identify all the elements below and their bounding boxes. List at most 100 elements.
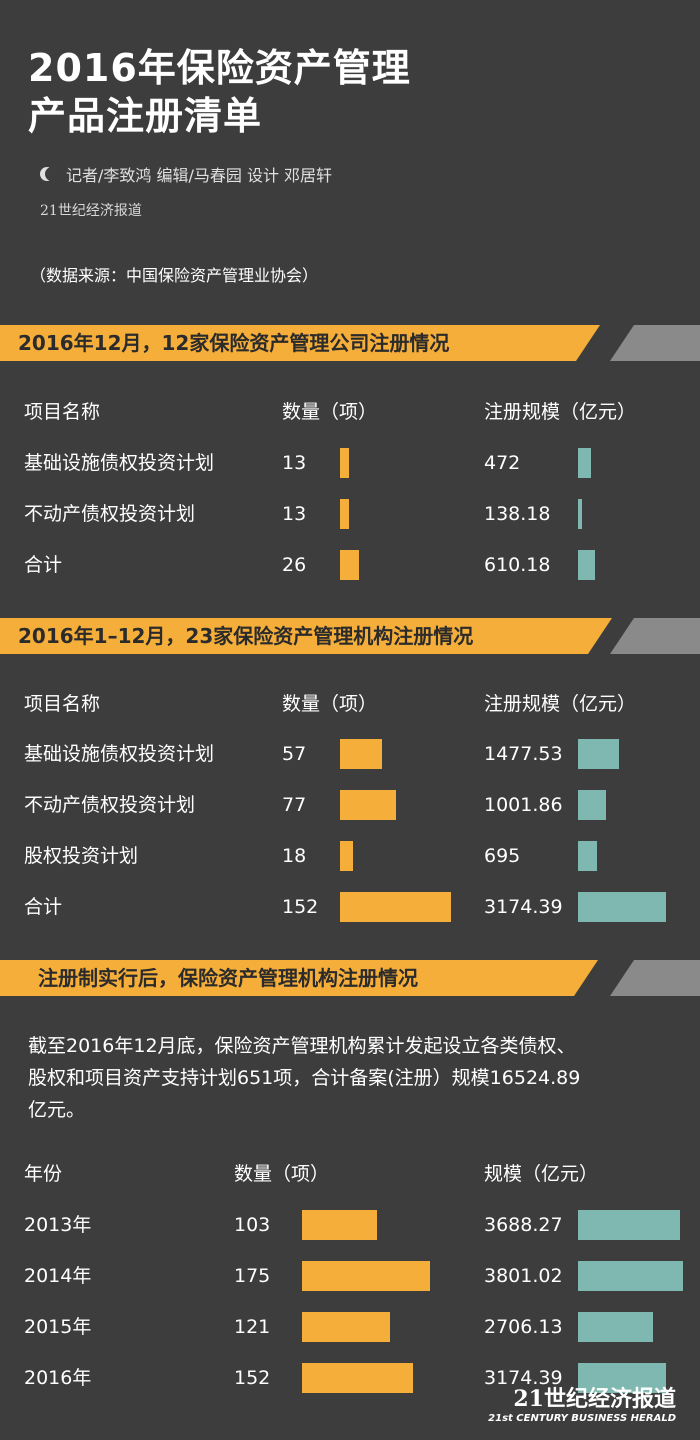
row-name: 不动产债权投资计划 [24, 503, 196, 525]
row-count: 152 [234, 1367, 271, 1389]
section2-banner: 2016年1–12月，23家保险资产管理机构注册情况 [0, 618, 700, 654]
count-bar [340, 499, 349, 529]
section1-banner-title: 2016年12月，12家保险资产管理公司注册情况 [0, 325, 600, 361]
header-name: 项目名称 [24, 693, 101, 715]
banner-gray-stripe [610, 618, 700, 654]
row-count: 77 [282, 794, 307, 816]
table-row: 2013年 103 3688.27 [0, 1205, 700, 1245]
row-count: 26 [282, 554, 307, 576]
brand-logo-en: 21st CENTURY BUSINESS HERALD [488, 1413, 676, 1424]
row-scale: 3174.39 [484, 1367, 563, 1389]
row-count: 13 [282, 452, 307, 474]
scale-bar [578, 1210, 680, 1240]
scale-bar [578, 1261, 683, 1291]
scale-bar [578, 550, 595, 580]
header-count: 数量（项） [234, 1163, 330, 1185]
header-scale: 规模（亿元） [484, 1163, 599, 1185]
half-moon-icon [40, 167, 52, 181]
section2-banner-title: 2016年1–12月，23家保险资产管理机构注册情况 [0, 618, 612, 654]
brand-small: 21世纪经济报道 [40, 203, 142, 219]
header-count: 数量（项） [282, 693, 378, 715]
row-scale: 1001.86 [484, 794, 563, 816]
row-count: 57 [282, 743, 307, 765]
credit-text: 记者/李致鸿 编辑/马春园 设计 邓居轩 [66, 166, 333, 185]
row-name: 基础设施债权投资计划 [24, 452, 215, 474]
row-scale: 472 [484, 452, 521, 474]
row-scale: 3174.39 [484, 896, 563, 918]
row-count: 103 [234, 1214, 271, 1236]
row-name: 合计 [24, 554, 63, 576]
table-row: 基础设施债权投资计划 13 472 [0, 443, 700, 483]
banner-gray-stripe [610, 325, 700, 361]
row-scale: 1477.53 [484, 743, 563, 765]
count-bar [340, 790, 396, 820]
header-scale: 注册规模（亿元） [484, 401, 637, 423]
table-row: 不动产债权投资计划 77 1001.86 [0, 785, 700, 825]
count-bar [302, 1363, 413, 1393]
row-count: 13 [282, 503, 307, 525]
row-name: 2014年 [24, 1265, 92, 1287]
page-title: 2016年保险资产管理 产品注册清单 [28, 44, 411, 140]
row-name: 股权投资计划 [24, 845, 139, 867]
section1-banner: 2016年12月，12家保险资产管理公司注册情况 [0, 325, 700, 361]
header-scale: 注册规模（亿元） [484, 693, 637, 715]
row-scale: 610.18 [484, 554, 551, 576]
count-bar [340, 739, 382, 769]
count-bar [302, 1261, 430, 1291]
scale-bar [578, 790, 606, 820]
summary-paragraph: 截至2016年12月底，保险资产管理机构累计发起设立各类债权、 股权和项目资产支… [28, 1030, 688, 1126]
count-bar [340, 550, 359, 580]
data-source: （数据来源：中国保险资产管理业协会） [30, 266, 319, 285]
title-line-1: 2016年保险资产管理 [28, 46, 411, 90]
section3-banner: 注册制实行后，保险资产管理机构注册情况 [0, 960, 700, 996]
count-bar [340, 841, 353, 871]
title-line-2: 产品注册清单 [28, 94, 263, 138]
table-row: 股权投资计划 18 695 [0, 836, 700, 876]
table-row: 不动产债权投资计划 13 138.18 [0, 494, 700, 534]
row-scale: 695 [484, 845, 521, 867]
row-count: 175 [234, 1265, 271, 1287]
section3-banner-title: 注册制实行后，保险资产管理机构注册情况 [0, 960, 598, 996]
scale-bar [578, 841, 597, 871]
paragraph-line-1: 截至2016年12月底，保险资产管理机构累计发起设立各类债权、 [28, 1035, 576, 1057]
count-bar [302, 1312, 390, 1342]
section2-header-row: 项目名称 数量（项） 注册规模（亿元） [0, 684, 700, 724]
row-scale: 3801.02 [484, 1265, 563, 1287]
table-row: 合计 26 610.18 [0, 545, 700, 585]
scale-bar [578, 892, 666, 922]
table-row: 基础设施债权投资计划 57 1477.53 [0, 734, 700, 774]
header-year: 年份 [24, 1163, 63, 1185]
row-scale: 3688.27 [484, 1214, 563, 1236]
table-row: 2015年 121 2706.13 [0, 1307, 700, 1347]
brand-logo: 21世纪经济报道 21st CENTURY BUSINESS HERALD [488, 1386, 676, 1426]
row-name: 2013年 [24, 1214, 92, 1236]
row-count: 18 [282, 845, 307, 867]
header-count: 数量（项） [282, 401, 378, 423]
table-row: 合计 152 3174.39 [0, 887, 700, 927]
row-scale: 2706.13 [484, 1316, 563, 1338]
credit-row: 记者/李致鸿 编辑/马春园 设计 邓居轩 [40, 162, 332, 186]
count-bar [302, 1210, 377, 1240]
scale-bar [578, 499, 582, 529]
scale-bar [578, 448, 591, 478]
count-bar [340, 892, 451, 922]
row-name: 2016年 [24, 1367, 92, 1389]
row-name: 不动产债权投资计划 [24, 794, 196, 816]
row-name: 合计 [24, 896, 63, 918]
brand-logo-cn: 21世纪经济报道 [513, 1386, 676, 1412]
row-count: 121 [234, 1316, 271, 1338]
row-name: 2015年 [24, 1316, 92, 1338]
scale-bar [578, 1363, 666, 1393]
scale-bar [578, 1312, 653, 1342]
section1-header-row: 项目名称 数量（项） 注册规模（亿元） [0, 392, 700, 432]
section3-header-row: 年份 数量（项） 规模（亿元） [0, 1154, 700, 1194]
row-scale: 138.18 [484, 503, 551, 525]
table-row: 2014年 175 3801.02 [0, 1256, 700, 1296]
header-name: 项目名称 [24, 401, 101, 423]
table-row: 2016年 152 3174.39 [0, 1358, 700, 1398]
row-name: 基础设施债权投资计划 [24, 743, 215, 765]
paragraph-line-2: 股权和项目资产支持计划651项，合计备案(注册）规模16524.89 [28, 1067, 581, 1089]
scale-bar [578, 739, 619, 769]
banner-gray-stripe [610, 960, 700, 996]
row-count: 152 [282, 896, 319, 918]
